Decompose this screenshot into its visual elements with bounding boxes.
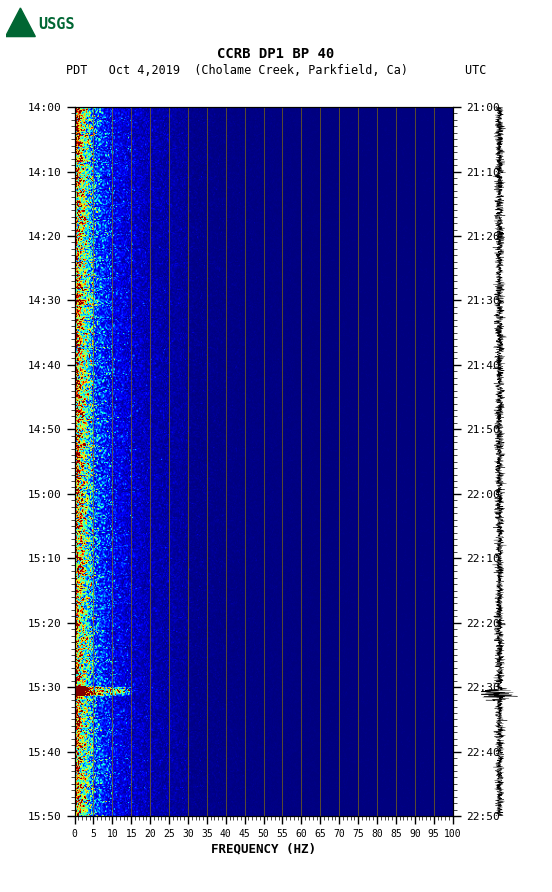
Text: PDT   Oct 4,2019  (Cholame Creek, Parkfield, Ca)        UTC: PDT Oct 4,2019 (Cholame Creek, Parkfield… (66, 64, 486, 77)
Polygon shape (6, 8, 35, 37)
Text: CCRB DP1 BP 40: CCRB DP1 BP 40 (217, 47, 335, 62)
X-axis label: FREQUENCY (HZ): FREQUENCY (HZ) (211, 842, 316, 855)
Text: USGS: USGS (39, 17, 75, 31)
